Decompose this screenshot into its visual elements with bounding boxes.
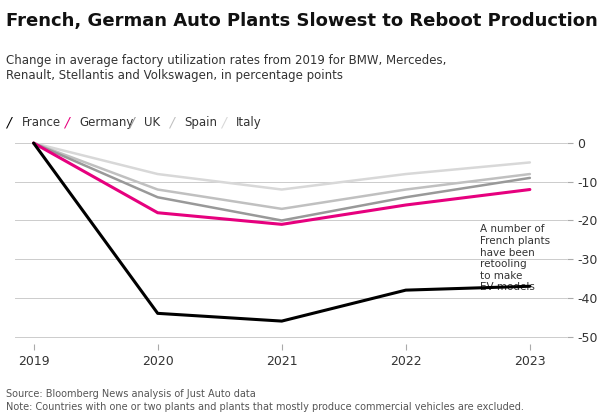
Text: /: / (221, 116, 226, 130)
Text: Spain: Spain (184, 116, 217, 129)
Text: Italy: Italy (236, 116, 262, 129)
Text: Change in average factory utilization rates from 2019 for BMW, Mercedes,
Renault: Change in average factory utilization ra… (6, 54, 446, 82)
Text: France: France (21, 116, 61, 129)
Text: UK: UK (144, 116, 160, 129)
Text: Source: Bloomberg News analysis of Just Auto data: Source: Bloomberg News analysis of Just … (6, 389, 256, 399)
Text: Germany: Germany (80, 116, 134, 129)
Text: /: / (169, 116, 173, 130)
Text: A number of
French plants
have been
retooling
to make
EV models: A number of French plants have been reto… (480, 224, 550, 292)
Text: French, German Auto Plants Slowest to Reboot Production: French, German Auto Plants Slowest to Re… (6, 12, 598, 30)
Text: /: / (6, 116, 11, 130)
Text: Note: Countries with one or two plants and plants that mostly produce commercial: Note: Countries with one or two plants a… (6, 402, 524, 412)
Text: /: / (64, 116, 69, 130)
Text: /: / (129, 116, 134, 130)
